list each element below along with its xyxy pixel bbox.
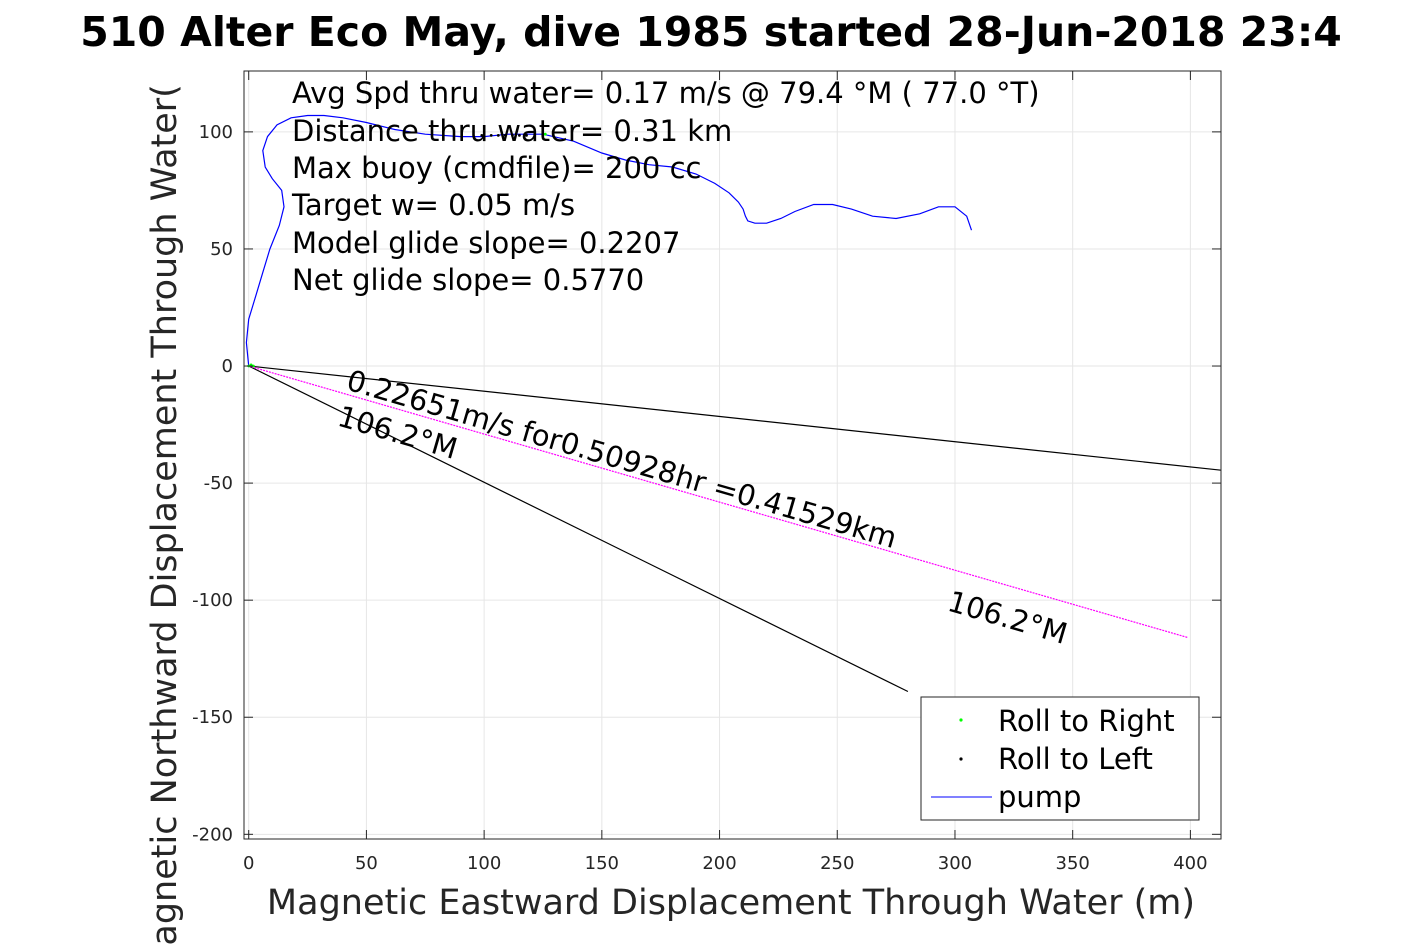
info-block: Avg Spd thru water= 0.17 m/s @ 79.4 °M (… — [291, 76, 1040, 297]
x-axis-label: Magnetic Eastward Displacement Through W… — [267, 883, 1195, 923]
x-tick-label: 300 — [938, 853, 972, 874]
info-model-glide-slope: Model glide slope= 0.2207 — [292, 226, 680, 260]
x-tick-label: 150 — [585, 853, 619, 874]
pump-track — [245, 114, 973, 367]
y-tick-label: -150 — [192, 707, 233, 728]
x-tick-label: 0 — [243, 853, 254, 874]
current-vector-line — [248, 365, 1189, 639]
legend-box — [920, 696, 1200, 821]
y-tick-label: 50 — [210, 239, 233, 260]
info-net-glide-slope: Net glide slope= 0.5770 — [292, 263, 644, 297]
plot-frame — [243, 70, 1222, 840]
x-tick-label: 50 — [355, 853, 378, 874]
roll-left-point — [511, 134, 514, 137]
legend-label-roll-right: Roll to Right — [998, 704, 1175, 738]
x-tick-label: 200 — [702, 853, 736, 874]
roll-left-point — [496, 134, 500, 137]
roll-right-point — [252, 364, 255, 368]
legend-label-roll-left: Roll to Left — [998, 742, 1153, 776]
x-tick-label: 250 — [820, 853, 854, 874]
ticks: 0 50 100 150 200 250 300 350 400 -200 -150 -100 -50 0… — [192, 71, 1221, 874]
roll-left-point — [525, 134, 528, 137]
chart-title: 510 Alter Eco May, dive 1985 started 28-… — [80, 8, 1342, 56]
legend: Roll to Right Roll to Left pump — [920, 696, 1200, 821]
y-tick-label: -200 — [192, 824, 233, 845]
legend-marker-roll-right — [959, 718, 963, 722]
roll-right-point — [541, 132, 545, 136]
roll-right-point — [543, 132, 547, 136]
legend-label-pump: pump — [998, 780, 1081, 814]
series-layer — [245, 114, 1222, 693]
y-tick-label: -50 — [204, 473, 233, 494]
y-tick-label: -100 — [192, 590, 233, 611]
info-avg-speed: Avg Spd thru water= 0.17 m/s @ 79.4 °M (… — [292, 76, 1040, 110]
info-target-w: Target w= 0.05 m/s — [291, 188, 575, 222]
roll-left-point — [480, 134, 484, 137]
roll-left-point — [518, 134, 521, 137]
x-tick-label: 350 — [1056, 853, 1090, 874]
roll-left-point — [489, 134, 493, 137]
y-tick-label: 100 — [199, 122, 233, 143]
roll-left-point — [503, 134, 507, 137]
heading-line-steep — [248, 365, 909, 693]
legend-marker-roll-left — [959, 757, 963, 761]
heading-line-shallow — [248, 365, 1222, 471]
y-axis-label: Magnetic Northward Displacement Through … — [145, 84, 185, 945]
x-tick-label: 400 — [1173, 853, 1207, 874]
y-tick-label: 0 — [222, 356, 233, 377]
info-distance: Distance thru water= 0.31 km — [292, 114, 732, 148]
info-max-buoy: Max buoy (cmdfile)= 200 cc — [292, 151, 701, 185]
x-tick-label: 100 — [467, 853, 501, 874]
